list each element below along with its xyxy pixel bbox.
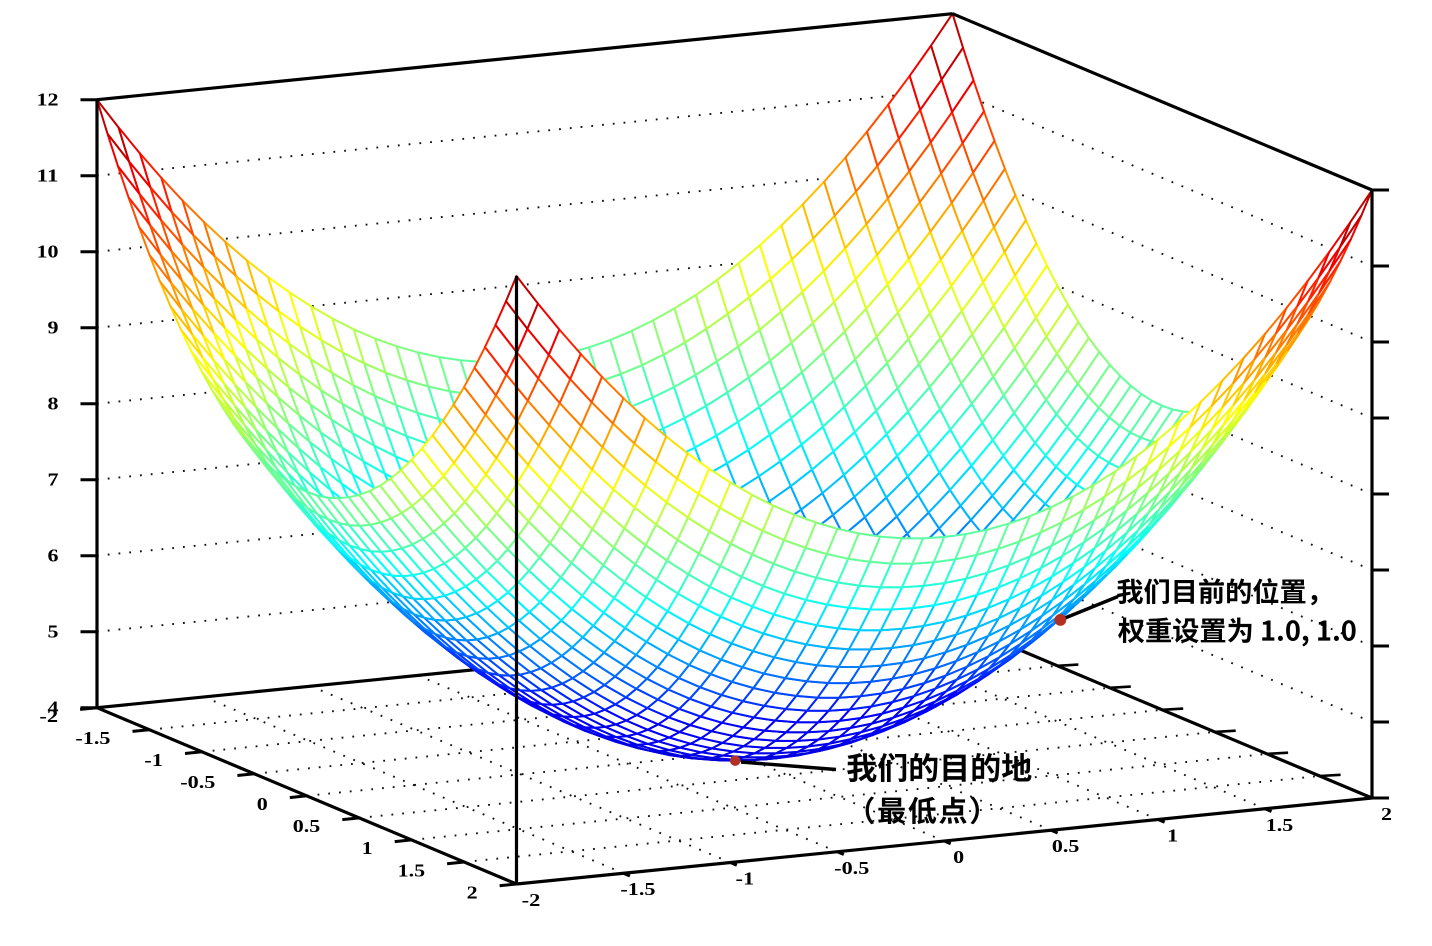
svg-text:-2: -2 — [522, 890, 541, 910]
svg-text:5: 5 — [48, 622, 59, 642]
svg-text:8: 8 — [48, 394, 59, 414]
svg-text:1.5: 1.5 — [398, 860, 426, 880]
svg-text:1: 1 — [1167, 826, 1178, 846]
svg-text:0.5: 0.5 — [1052, 836, 1080, 856]
svg-text:-0.5: -0.5 — [180, 772, 215, 792]
svg-text:4: 4 — [48, 698, 59, 718]
svg-text:11: 11 — [37, 166, 59, 186]
svg-text:-2: -2 — [39, 706, 58, 726]
svg-text:-1.5: -1.5 — [75, 728, 110, 748]
svg-text:2: 2 — [467, 882, 478, 902]
svg-text:9: 9 — [48, 318, 59, 338]
svg-text:1.5: 1.5 — [1266, 815, 1294, 835]
svg-text:-1: -1 — [144, 750, 163, 770]
svg-text:10: 10 — [37, 242, 59, 262]
svg-text:0.5: 0.5 — [293, 816, 321, 836]
svg-text:0: 0 — [953, 847, 964, 867]
svg-text:6: 6 — [48, 546, 59, 566]
svg-text:2: 2 — [1381, 804, 1392, 824]
svg-text:12: 12 — [37, 90, 59, 110]
svg-text:-1.5: -1.5 — [620, 879, 655, 899]
svg-text:7: 7 — [48, 470, 59, 490]
svg-text:0: 0 — [257, 794, 268, 814]
svg-text:1: 1 — [362, 838, 373, 858]
svg-text:-0.5: -0.5 — [834, 858, 869, 878]
svg-text:-1: -1 — [736, 869, 755, 889]
